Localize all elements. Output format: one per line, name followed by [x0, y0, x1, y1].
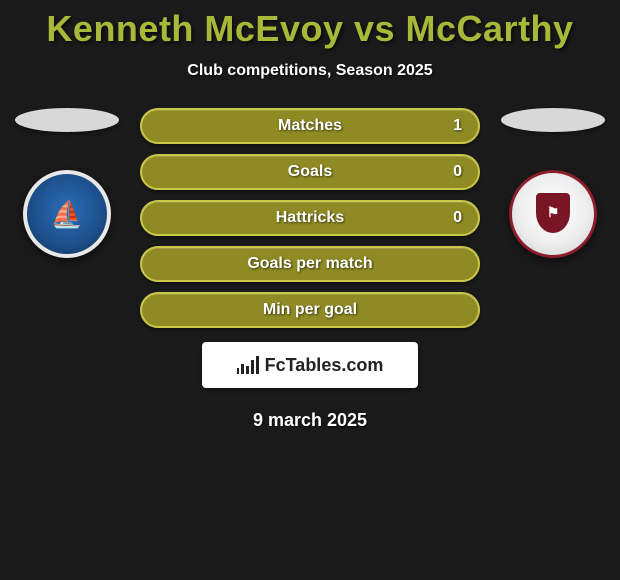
comparison-card: Kenneth McEvoy vs McCarthy Club competit… — [0, 0, 620, 431]
comparison-date: 9 march 2025 — [0, 410, 620, 431]
page-subtitle: Club competitions, Season 2025 — [0, 62, 620, 80]
stat-label: Matches — [278, 117, 342, 135]
left-player-column: ⛵ — [12, 108, 122, 258]
left-club-crest: ⛵ — [23, 170, 111, 258]
ship-icon: ⛵ — [51, 200, 83, 229]
stat-label: Hattricks — [276, 209, 344, 227]
stat-value: 1 — [453, 117, 462, 135]
stat-bar-hattricks: Hattricks 0 — [140, 200, 480, 236]
stats-bars: Matches 1 Goals 0 Hattricks 0 Goals per … — [140, 108, 480, 328]
stat-bar-goals-per-match: Goals per match — [140, 246, 480, 282]
page-title: Kenneth McEvoy vs McCarthy — [0, 8, 620, 50]
stat-label: Goals per match — [247, 255, 372, 273]
left-player-placeholder — [15, 108, 119, 132]
stat-value: 0 — [453, 209, 462, 227]
stat-value: 0 — [453, 163, 462, 181]
bar-chart-icon — [237, 356, 259, 374]
stat-label: Goals — [288, 163, 332, 181]
right-player-placeholder — [501, 108, 605, 132]
right-player-column: ⚑ — [498, 108, 608, 258]
stat-label: Min per goal — [263, 301, 357, 319]
brand-text: FcTables.com — [265, 355, 384, 376]
right-club-crest: ⚑ — [509, 170, 597, 258]
comparison-body: ⛵ Matches 1 Goals 0 Hattricks 0 Goals pe… — [0, 108, 620, 328]
stat-bar-matches: Matches 1 — [140, 108, 480, 144]
shield-icon: ⚑ — [536, 193, 570, 233]
stat-bar-min-per-goal: Min per goal — [140, 292, 480, 328]
stat-bar-goals: Goals 0 — [140, 154, 480, 190]
brand-badge[interactable]: FcTables.com — [202, 342, 418, 388]
